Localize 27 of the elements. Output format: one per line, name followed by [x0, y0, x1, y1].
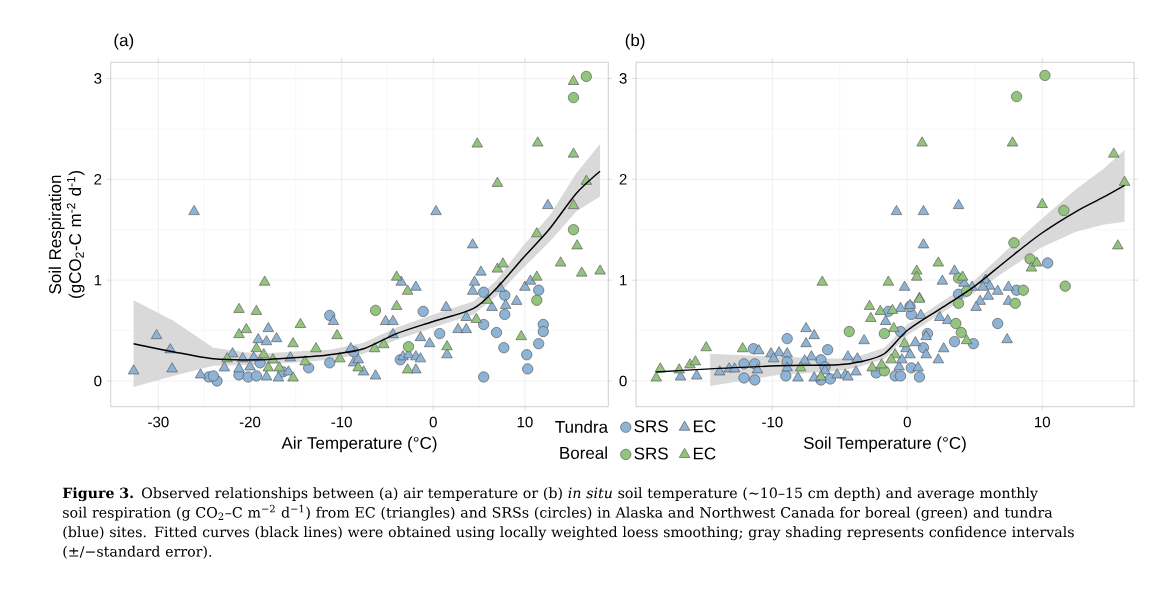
text: Tundra	[555, 420, 609, 433]
x-tick-label: -10	[762, 416, 783, 428]
chart-title: (b)	[625, 33, 645, 50]
x-tick-label: 0	[429, 416, 437, 428]
legend-label: SRS	[634, 447, 668, 460]
x-tick-label: -10	[331, 416, 352, 428]
y-tick-label: 3	[94, 73, 102, 84]
x-axis-title: Air Temperature (°C)	[281, 436, 437, 453]
y-tick-label: 0	[94, 375, 102, 387]
y-tick-label: 3	[619, 73, 627, 84]
text: Figure 3. Observed relationships between (a) air temperature or (b) in situ soil temperature (∼10–15 cm depth) and average monthly soil respiration (g CO$_{2}$–C m$^{−2}$ d$^{−1}$) from EC (triangles) and SRSs (circles) in Alaska and Northwest Canada for boreal (green) and tundra (blue) sites. Fitted curves (black lines) were obtained using locally weighted loess smoothing; gray shading represents confidence intervals (±/−standard error).	[62, 487, 1074, 559]
legend-label: SRS	[634, 420, 668, 433]
x-tick-label: -20	[239, 416, 261, 428]
x-tick-label: 10	[1035, 416, 1050, 428]
y-tick-label: 1	[94, 274, 102, 286]
text: Boreal	[560, 446, 607, 459]
x-axis-title: Soil Temperature (°C)	[803, 436, 966, 453]
y-tick-label: 2	[94, 174, 102, 185]
legend-label: EC	[693, 420, 716, 433]
y-tick-label: 2	[619, 174, 627, 185]
x-tick-label: 0	[903, 416, 911, 428]
y-tick-label: 0	[619, 375, 627, 387]
x-tick-label: -30	[148, 416, 169, 428]
y-tick-label: 1	[620, 274, 627, 286]
chart-title: (a)	[114, 33, 134, 50]
x-tick-label: 10	[517, 416, 533, 428]
legend-label: EC	[693, 447, 716, 460]
